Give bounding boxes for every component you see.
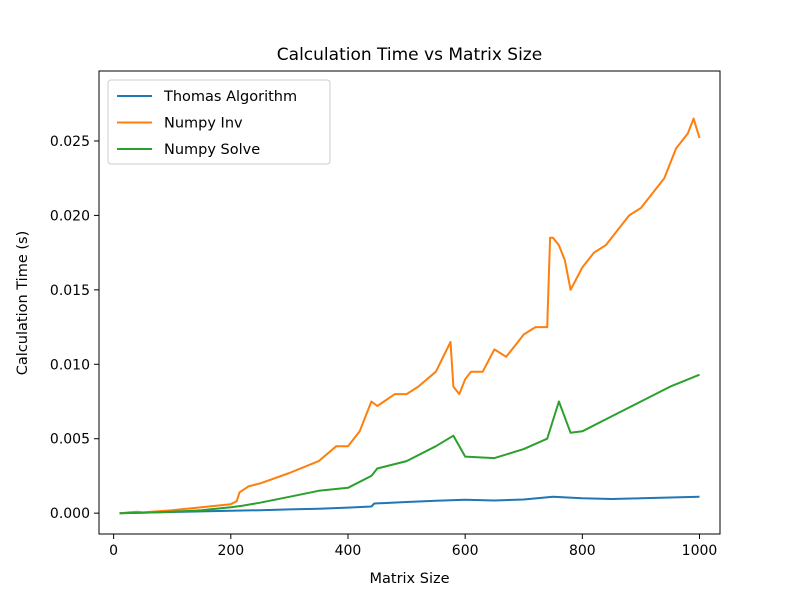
plot-area-frame [98, 70, 721, 535]
y-tick-label: 0.020 [50, 208, 90, 224]
x-tick-label: 800 [569, 543, 596, 559]
legend-label-2: Numpy Solve [164, 142, 260, 158]
series-line-0 [119, 495, 700, 515]
x-tick-label: 1000 [682, 543, 718, 559]
x-tick-label: 600 [452, 543, 479, 559]
y-tick-label: 0.005 [50, 432, 90, 448]
chart-title: Calculation Time vs Matrix Size [277, 45, 542, 65]
y-tick-label: 0.010 [50, 357, 90, 373]
x-axis-label: Matrix Size [369, 571, 449, 587]
legend: Thomas Algorithm Numpy Inv Numpy Solve [107, 79, 331, 165]
y-tick-label: 0.015 [50, 283, 90, 299]
y-axis: 0.000 0.005 0.010 0.015 0.020 0.025 [50, 134, 99, 522]
x-tick-label: 200 [217, 543, 244, 559]
series-line-1 [119, 117, 701, 515]
legend-box [107, 79, 331, 165]
series-line-2 [119, 373, 700, 515]
x-axis: 0 200 400 600 800 1000 [109, 534, 717, 559]
y-tick-label: 0.000 [50, 506, 90, 522]
y-axis-label: Calculation Time (s) [15, 231, 31, 375]
legend-label-1: Numpy Inv [164, 116, 243, 132]
series-layer [119, 117, 701, 515]
x-tick-label: 0 [109, 543, 118, 559]
y-tick-label: 0.025 [50, 134, 90, 150]
x-tick-label: 400 [335, 543, 362, 559]
legend-label-0: Thomas Algorithm [163, 89, 297, 105]
